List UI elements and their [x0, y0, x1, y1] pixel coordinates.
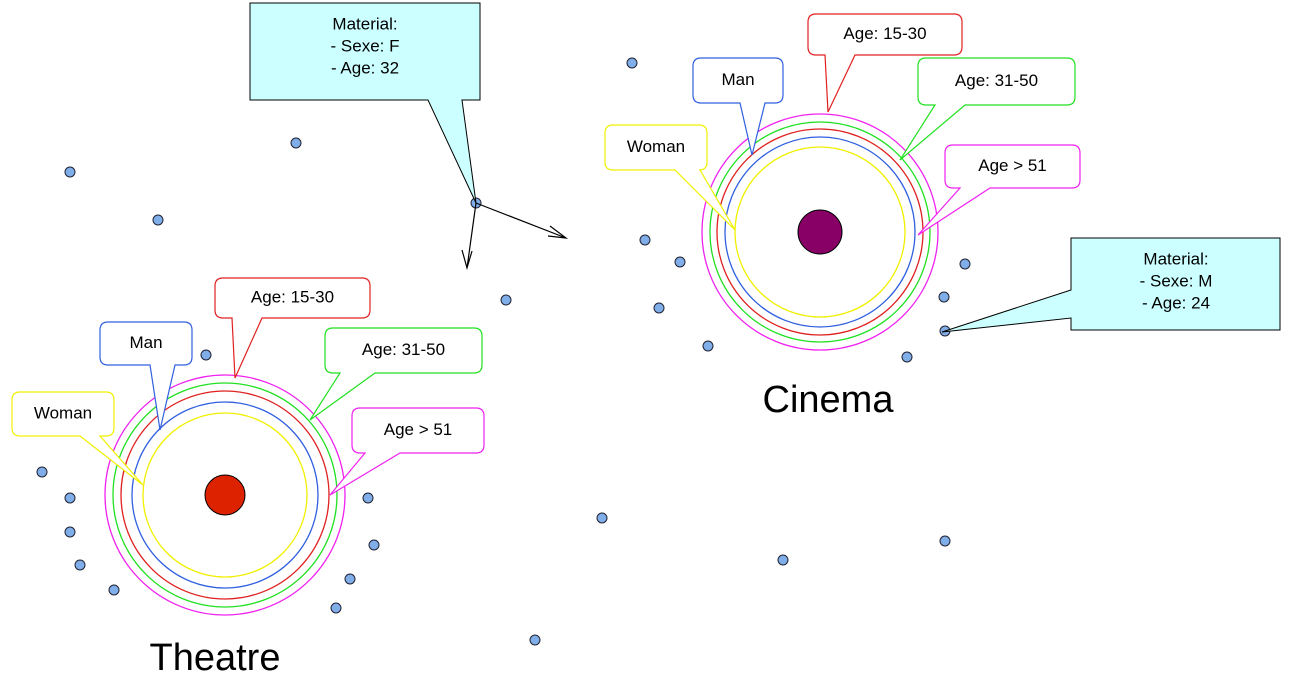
callout-text: Material: — [1143, 249, 1208, 268]
label-text: Age: 31-50 — [955, 71, 1038, 90]
person-dot — [290, 137, 302, 149]
person-dot — [901, 351, 913, 363]
venue-dot — [797, 209, 843, 255]
label-callout — [807, 13, 963, 113]
person-dot — [368, 539, 380, 551]
ring — [142, 412, 308, 578]
label-callout — [329, 407, 485, 496]
label-text: Age: 15-30 — [251, 287, 334, 306]
label-text: Age > 51 — [978, 156, 1047, 175]
venue-dot — [204, 474, 246, 516]
label-callout — [692, 57, 784, 156]
label-callout — [604, 124, 736, 231]
ring — [724, 136, 916, 328]
person-dot — [529, 634, 541, 646]
label-callout — [309, 327, 483, 421]
person-dot — [74, 559, 86, 571]
ring — [104, 374, 346, 616]
person-dot — [330, 602, 342, 614]
person-dot — [200, 349, 212, 361]
callout-text: - Sexe: M — [1140, 271, 1213, 290]
venue-name: Cinema — [763, 379, 895, 421]
label-text: Age > 51 — [384, 420, 453, 439]
callout-text: - Age: 32 — [331, 58, 399, 77]
person-dot — [64, 526, 76, 538]
label-callout — [917, 144, 1081, 236]
label-text: Woman — [627, 137, 685, 156]
person-dot — [959, 258, 971, 270]
person-dot — [777, 554, 789, 566]
person-dot — [36, 466, 48, 478]
label-text: Woman — [34, 403, 92, 422]
person-dot — [344, 573, 356, 585]
label-callout — [99, 321, 193, 431]
ring — [709, 121, 931, 343]
callout-text: - Sexe: F — [331, 36, 400, 55]
person-dot — [362, 492, 374, 504]
label-callout — [11, 391, 144, 486]
person-dot — [500, 294, 512, 306]
label-text: Age: 15-30 — [843, 24, 926, 43]
label-callout — [214, 277, 371, 379]
callout — [249, 2, 481, 204]
person-dot — [938, 291, 950, 303]
person-dot — [702, 340, 714, 352]
callout-text: - Age: 24 — [1142, 293, 1210, 312]
person-dot — [674, 256, 686, 268]
label-text: Man — [129, 333, 162, 352]
person-dot — [64, 166, 76, 178]
person-dot — [626, 57, 638, 69]
ring — [131, 401, 319, 589]
ring — [112, 382, 338, 608]
person-dot — [639, 234, 651, 246]
ring — [734, 146, 906, 318]
person-dot — [64, 492, 76, 504]
label-text: Man — [721, 70, 754, 89]
callout-text: Material: — [332, 14, 397, 33]
label-callout — [899, 57, 1076, 161]
person-dot — [939, 535, 951, 547]
person-dot — [152, 214, 164, 226]
person-dot — [653, 302, 665, 314]
ring — [120, 390, 330, 600]
callout — [941, 237, 1281, 333]
ring — [701, 113, 939, 351]
person-dot — [596, 512, 608, 524]
arrow — [461, 202, 569, 271]
person-dot — [108, 584, 120, 596]
label-text: Age: 31-50 — [362, 340, 445, 359]
venue-name: Theatre — [150, 637, 281, 678]
